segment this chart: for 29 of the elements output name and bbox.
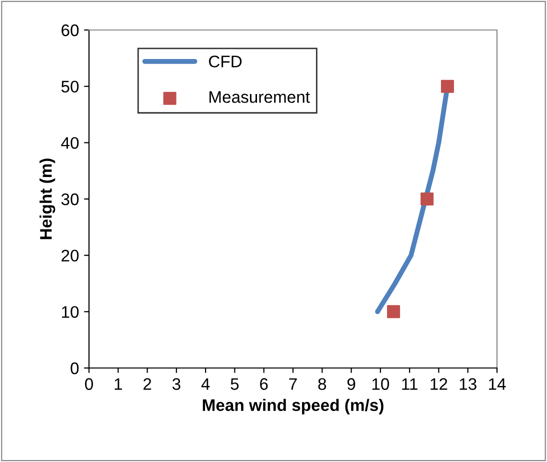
- y-tick-label: 20: [62, 250, 79, 262]
- x-tick-label: 13: [460, 378, 476, 390]
- point: [440, 80, 454, 93]
- x-tick-label: 5: [230, 378, 239, 390]
- x-tick-label: 7: [289, 378, 297, 390]
- legend-label: CFD: [208, 56, 242, 68]
- x-tick-label: 11: [402, 378, 418, 390]
- x-tick-label: 8: [318, 378, 326, 390]
- y-tick-label: 60: [62, 24, 79, 36]
- x-tick-label: 14: [489, 378, 506, 390]
- x-tick-label: 9: [347, 378, 356, 390]
- x-tick-label: 4: [201, 378, 210, 390]
- y-axis-title: Height (m): [40, 158, 56, 240]
- x-tick-label: 6: [260, 378, 268, 390]
- point: [420, 192, 434, 206]
- y-tick-label: 0: [70, 362, 79, 374]
- x-tick-label: 2: [143, 378, 152, 390]
- x-tick-label: 1: [114, 378, 122, 390]
- point: [387, 305, 400, 318]
- x-axis-title: Mean wind speed (m/s): [202, 398, 384, 414]
- y-tick-label: 50: [61, 80, 79, 93]
- y-tick-label: 30: [61, 193, 79, 206]
- x-tick-label: 0: [85, 378, 93, 390]
- x-tick-label: 12: [430, 378, 448, 390]
- x-tick-label: 10: [372, 378, 390, 390]
- legend-label: Measurement: [210, 91, 310, 103]
- x-tick-label: 3: [172, 378, 180, 390]
- y-tick-label: 40: [61, 137, 79, 149]
- y-tick-label: 10: [62, 306, 79, 318]
